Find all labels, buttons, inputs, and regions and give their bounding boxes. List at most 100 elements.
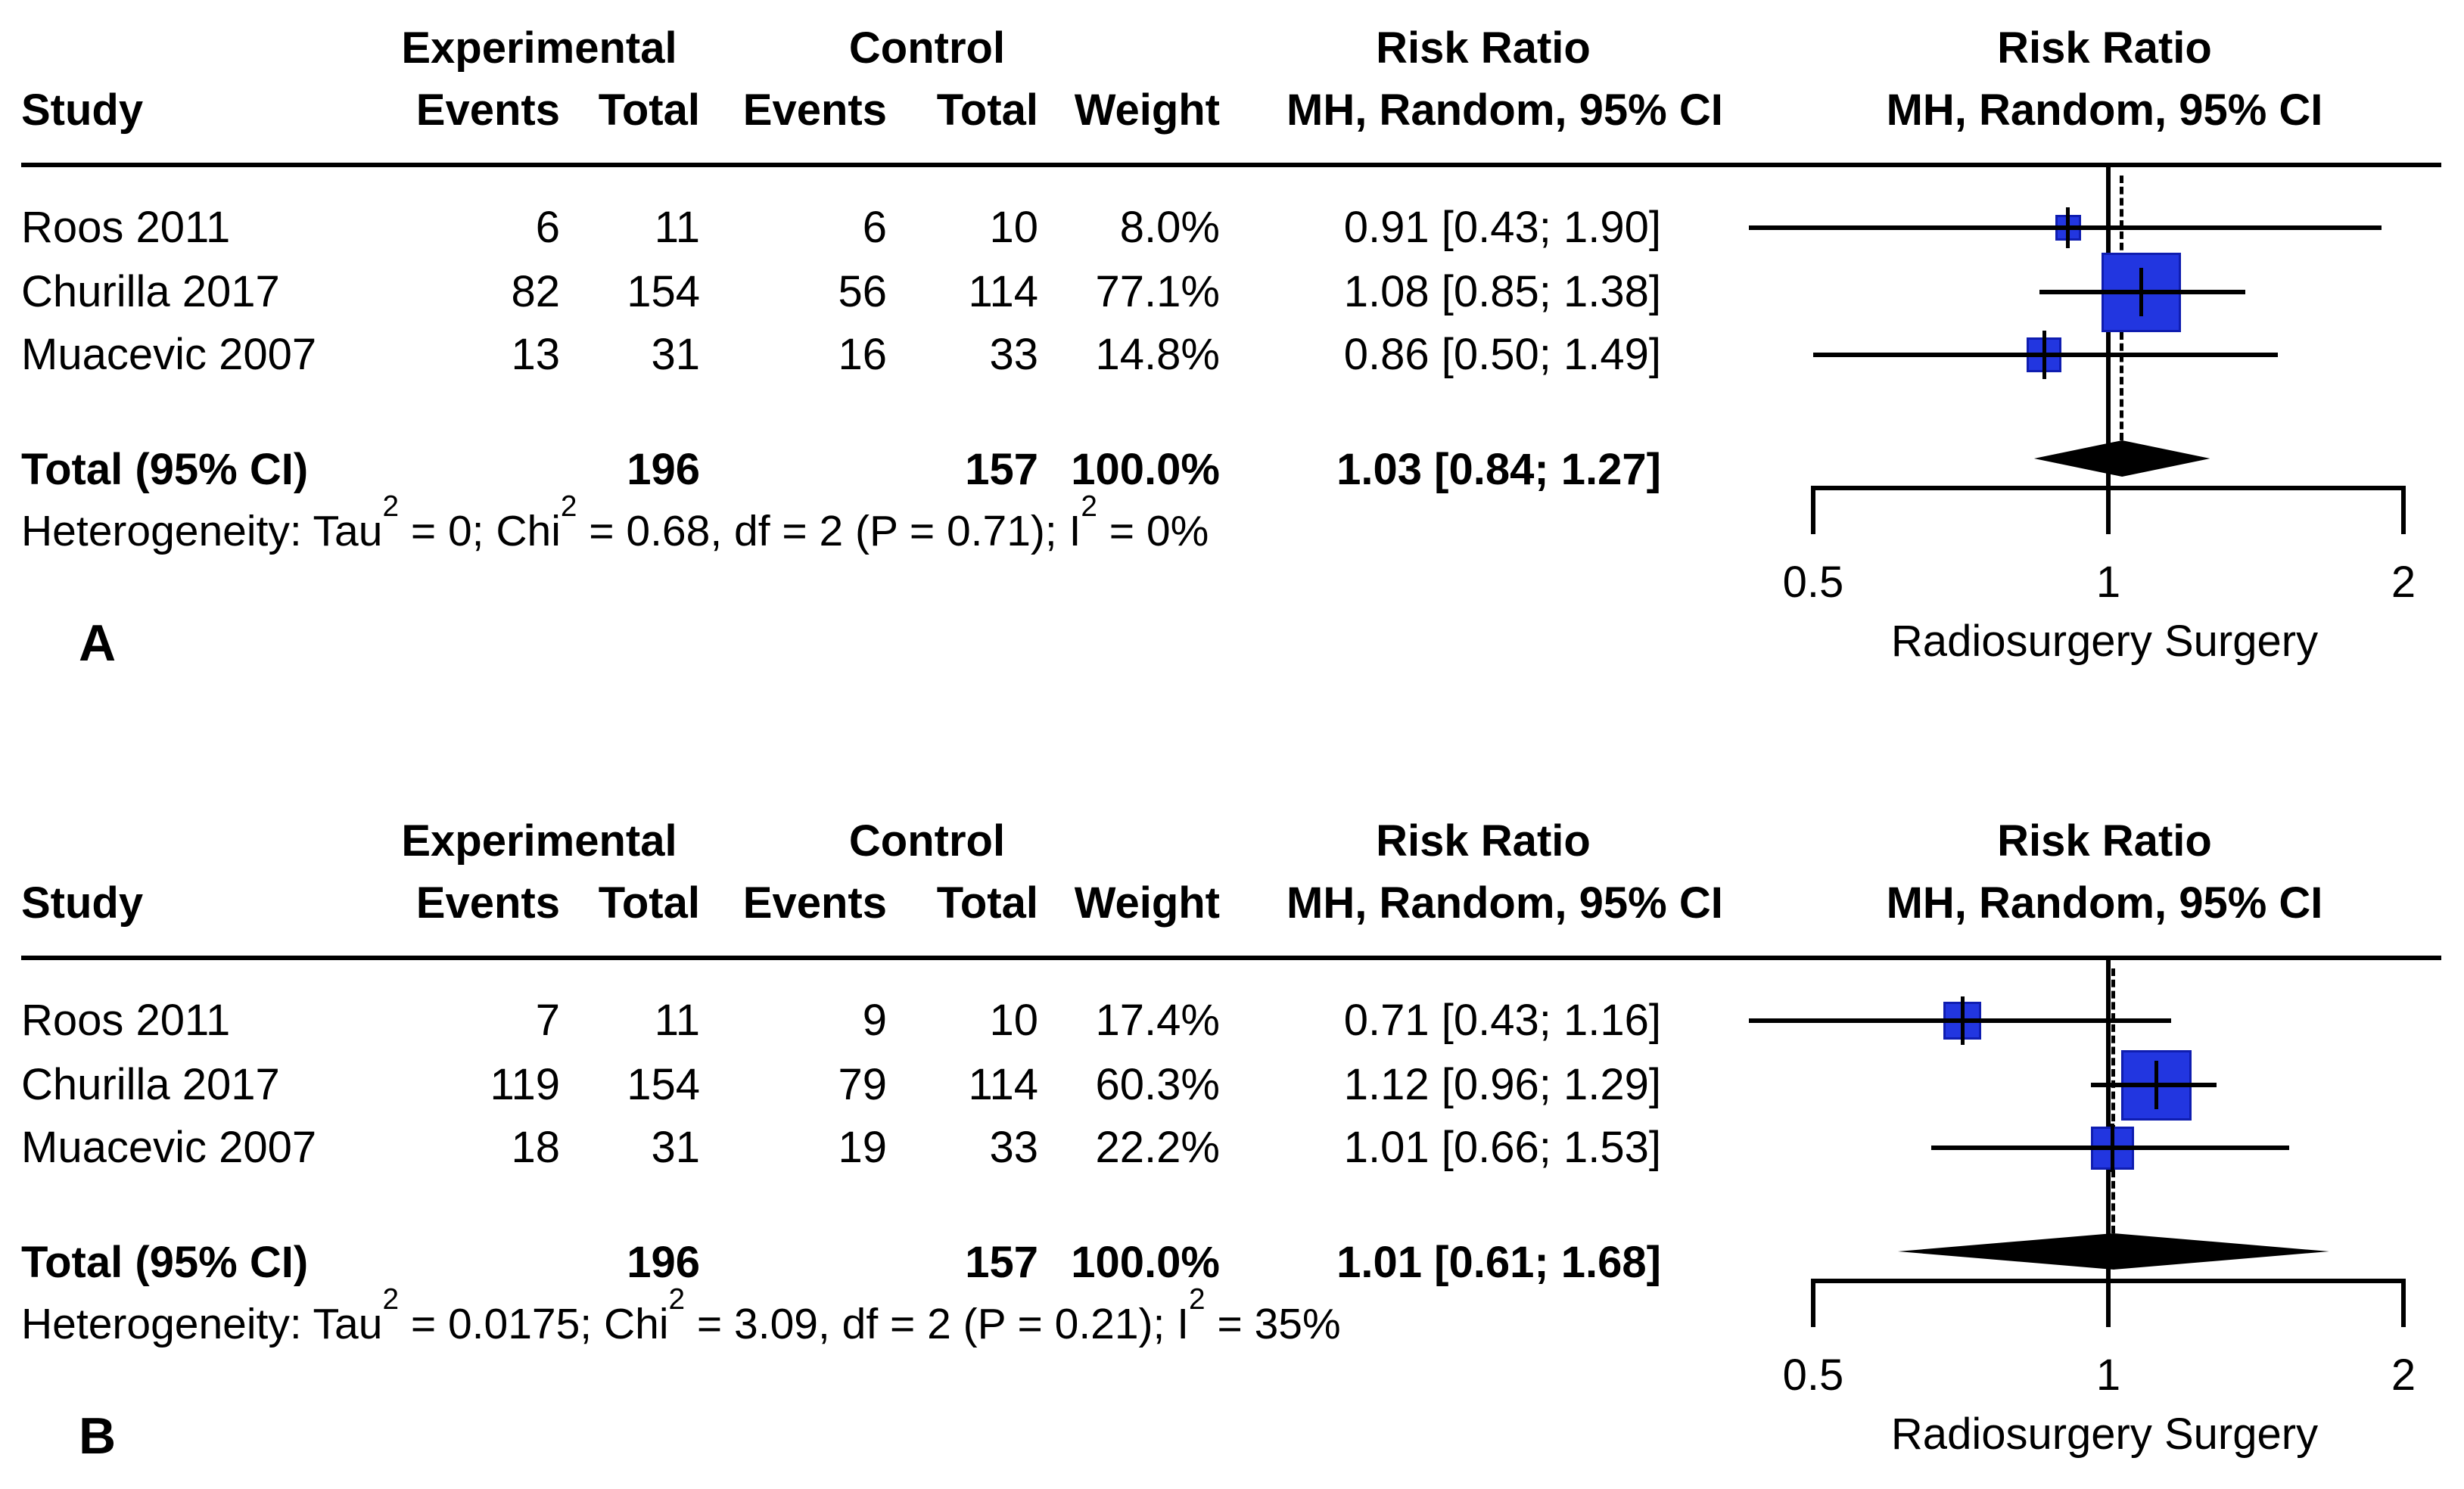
pooled-diamond [2033, 440, 2210, 477]
col-header-risk-ratio-text: Risk Ratio [1376, 23, 1591, 73]
study-name: Churilla 2017 [21, 1060, 280, 1109]
study-name: Roos 2011 [21, 203, 231, 252]
weight: 60.3% [1095, 1060, 1220, 1109]
ctrl-events: 16 [838, 330, 887, 379]
panel-label-a: A [79, 614, 117, 672]
het-text: = 0% [1097, 507, 1209, 555]
het-sup: 2 [1081, 490, 1097, 523]
heterogeneity-line: Heterogeneity: Tau2 = 0; Chi2 = 0.68, df… [21, 492, 1209, 558]
col-group-control: Control [848, 23, 1006, 73]
header-separator-rule [21, 163, 2441, 167]
het-text: = 0.0175; Chi [399, 1300, 669, 1348]
study-name: Muacevic 2007 [21, 1123, 317, 1172]
col-header-exp-events: Events [415, 85, 560, 135]
weight: 14.8% [1095, 330, 1220, 379]
x-tick-label: 1 [2095, 558, 2121, 607]
rr-ci-text: 0.71 [0.43; 1.16] [1343, 996, 1661, 1045]
exp-events: 13 [511, 330, 560, 379]
exp-events: 7 [535, 996, 560, 1045]
col-header-ctrl-events: Events [742, 878, 887, 928]
x-axis-title: Radiosurgery Surgery [1890, 617, 2319, 666]
exp-total: 31 [651, 1123, 700, 1172]
col-group-experimental: Experimental [401, 816, 677, 866]
rr-ci-text: 0.86 [0.50; 1.49] [1343, 330, 1661, 379]
ci-line-roos-2011 [1749, 1018, 2172, 1023]
exp-total: 11 [654, 996, 700, 1045]
col-group-control: Control [848, 816, 1006, 866]
het-sup: 2 [382, 490, 399, 523]
weight: 77.1% [1095, 267, 1220, 316]
exp-events: 6 [535, 203, 560, 252]
x-axis-title: Radiosurgery Surgery [1890, 1410, 2319, 1459]
x-axis-tick [2106, 486, 2111, 534]
rr-ci-text: 1.01 [0.66; 1.53] [1343, 1123, 1661, 1172]
study-name: Roos 2011 [21, 996, 231, 1045]
estimate-tick-churilla-2017 [2154, 1061, 2159, 1109]
het-text: Heterogeneity: Tau [21, 507, 383, 555]
total-ctrl-total: 157 [965, 445, 1038, 494]
total-weight: 100.0% [1071, 445, 1220, 494]
exp-events: 82 [511, 267, 560, 316]
ci-line-roos-2011 [1749, 225, 2382, 230]
ctrl-events: 56 [838, 267, 887, 316]
col-header-method-plot: MH, Random, 95% CI [1886, 85, 2323, 135]
x-axis-tick [2106, 1279, 2111, 1327]
estimate-tick-muacevic-2007 [2111, 1124, 2115, 1172]
x-axis-tick [2401, 1279, 2406, 1327]
col-header-study: Study [21, 878, 144, 928]
ctrl-total: 10 [989, 203, 1038, 252]
x-axis-tick [1811, 1279, 1815, 1327]
weight: 22.2% [1095, 1123, 1220, 1172]
x-tick-label: 2 [2391, 558, 2416, 607]
col-header-weight: Weight [1074, 85, 1220, 135]
estimate-tick-muacevic-2007 [2042, 331, 2046, 379]
het-sup: 2 [668, 1282, 686, 1316]
het-sup: 2 [1189, 1282, 1206, 1316]
col-header-exp-events: Events [415, 878, 560, 928]
col-header-exp-total: Total [598, 85, 700, 135]
het-text: Heterogeneity: Tau [21, 1300, 383, 1348]
ctrl-total: 10 [989, 996, 1038, 1045]
estimate-tick-roos-2011 [1960, 996, 1965, 1045]
rr-ci-text: 0.91 [0.43; 1.90] [1343, 203, 1661, 252]
col-header-ctrl-total: Total [936, 878, 1038, 928]
weight: 17.4% [1095, 996, 1220, 1045]
col-group-experimental: Experimental [401, 23, 677, 73]
x-tick-label: 2 [2391, 1351, 2416, 1400]
ctrl-total: 114 [968, 1060, 1038, 1109]
exp-total: 154 [627, 267, 700, 316]
het-text: = 3.09, df = 2 (P = 0.21); I [685, 1300, 1190, 1348]
total-label: Total (95% CI) [21, 445, 309, 494]
total-rr-ci-text: 1.03 [0.84; 1.27] [1336, 445, 1661, 494]
ctrl-events: 9 [862, 996, 887, 1045]
col-header-method-text: MH, Random, 95% CI [1286, 85, 1723, 135]
rr-ci-text: 1.12 [0.96; 1.29] [1343, 1060, 1661, 1109]
forest-plot-area-a: 0.5 1 2 [0, 0, 2464, 744]
total-weight: 100.0% [1071, 1238, 1220, 1287]
x-tick-label: 0.5 [1782, 1351, 1844, 1400]
ctrl-events: 79 [838, 1060, 887, 1109]
exp-total: 11 [654, 203, 700, 252]
total-rr-ci-text: 1.01 [0.61; 1.68] [1336, 1238, 1661, 1287]
x-axis-tick [2401, 486, 2406, 534]
exp-total: 31 [651, 330, 700, 379]
x-axis-tick [1811, 486, 1815, 534]
weight: 8.0% [1119, 203, 1220, 252]
total-ctrl-total: 157 [965, 1238, 1038, 1287]
total-exp-total: 196 [627, 1238, 700, 1287]
col-header-method-plot: MH, Random, 95% CI [1886, 878, 2323, 928]
col-header-method-text: MH, Random, 95% CI [1286, 878, 1723, 928]
het-sup: 2 [382, 1282, 399, 1316]
col-header-weight: Weight [1074, 878, 1220, 928]
panel-a: Experimental Control Risk Ratio Risk Rat… [0, 0, 2464, 744]
col-header-ctrl-total: Total [936, 85, 1038, 135]
total-exp-total: 196 [627, 445, 700, 494]
exp-total: 154 [627, 1060, 700, 1109]
col-header-risk-ratio-plot: Risk Ratio [1997, 23, 2212, 73]
estimate-tick-churilla-2017 [2139, 268, 2143, 316]
het-sup: 2 [560, 490, 577, 523]
ci-line-churilla-2017 [2091, 1083, 2217, 1087]
col-header-risk-ratio-text: Risk Ratio [1376, 816, 1591, 866]
x-tick-label: 0.5 [1782, 558, 1844, 607]
